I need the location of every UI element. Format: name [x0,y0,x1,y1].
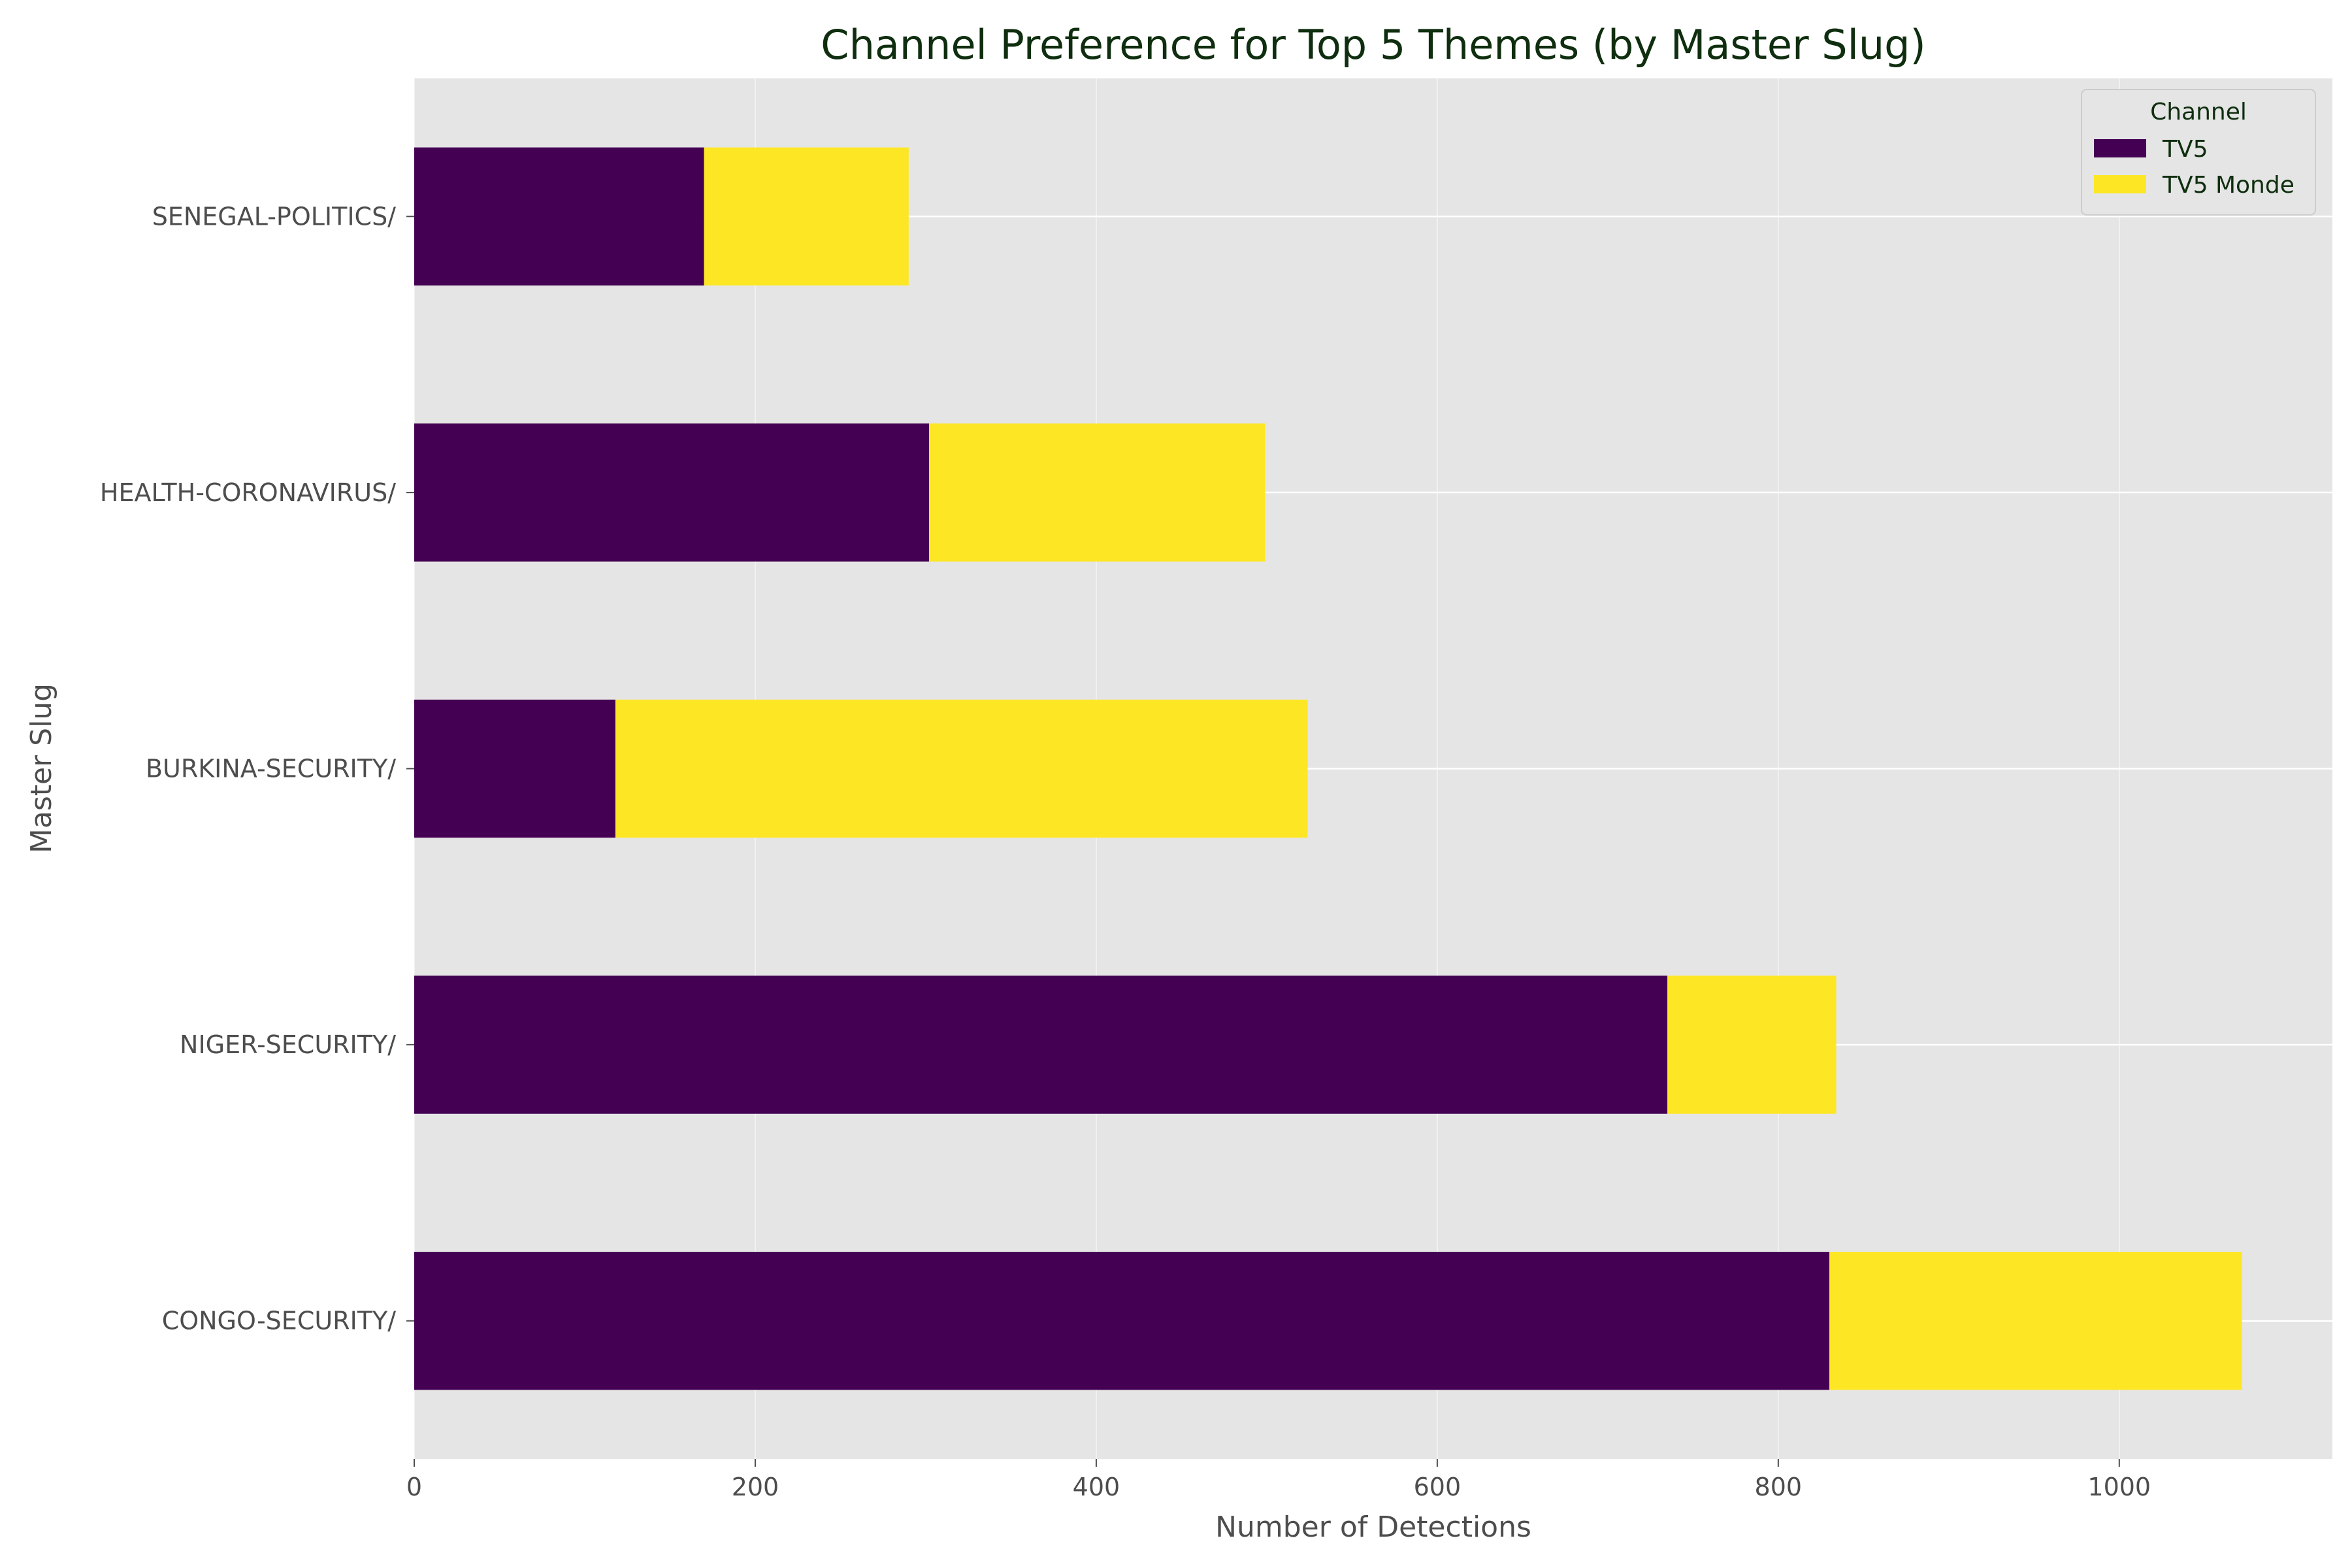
chart-title: Channel Preference for Top 5 Themes (by … [821,21,1925,69]
bar-niger-security-tv5 [414,975,1668,1114]
x-tick-label: 1000 [2087,1473,2151,1501]
x-axis-ticks: 0 200 400 600 800 1000 [406,1459,2151,1501]
bar-senegal-politics-tv5-monde [704,147,909,286]
x-tick-label: 200 [732,1473,779,1501]
legend-title: Channel [2150,99,2247,125]
bar-health-coronavirus-tv5 [414,423,930,562]
bars [414,147,2242,1390]
x-tick-label: 800 [1755,1473,1803,1501]
bar-niger-security-tv5-monde [1667,975,1837,1114]
y-tick-label: CONGO-SECURITY/ [162,1307,397,1335]
y-tick-label: BURKINA-SECURITY/ [146,755,396,783]
y-axis-ticks: CONGO-SECURITY/NIGER-SECURITY/BURKINA-SE… [100,202,414,1335]
x-tick-label: 0 [406,1473,422,1501]
y-tick-label: NIGER-SECURITY/ [180,1030,396,1059]
bar-senegal-politics-tv5 [414,147,704,286]
y-tick-label: SENEGAL-POLITICS/ [152,202,396,231]
legend: Channel TV5 TV5 Monde [2081,89,2316,216]
legend-swatch-tv5-monde [2094,175,2146,193]
x-axis-label: Number of Detections [1215,1511,1531,1544]
x-tick-label: 600 [1414,1473,1462,1501]
legend-label-tv5-monde: TV5 Monde [2162,172,2295,199]
y-tick-label: HEALTH-CORONAVIRUS/ [100,478,396,507]
bar-burkina-security-tv5-monde [615,699,1308,838]
bar-congo-security-tv5-monde [1829,1252,2242,1390]
y-axis-label: Master Slug [25,683,58,853]
legend-swatch-tv5 [2094,139,2146,157]
x-tick-label: 400 [1073,1473,1120,1501]
bar-burkina-security-tv5 [414,699,615,838]
bar-congo-security-tv5 [414,1252,1830,1390]
bar-health-coronavirus-tv5-monde [929,423,1266,562]
legend-label-tv5: TV5 [2162,136,2208,163]
